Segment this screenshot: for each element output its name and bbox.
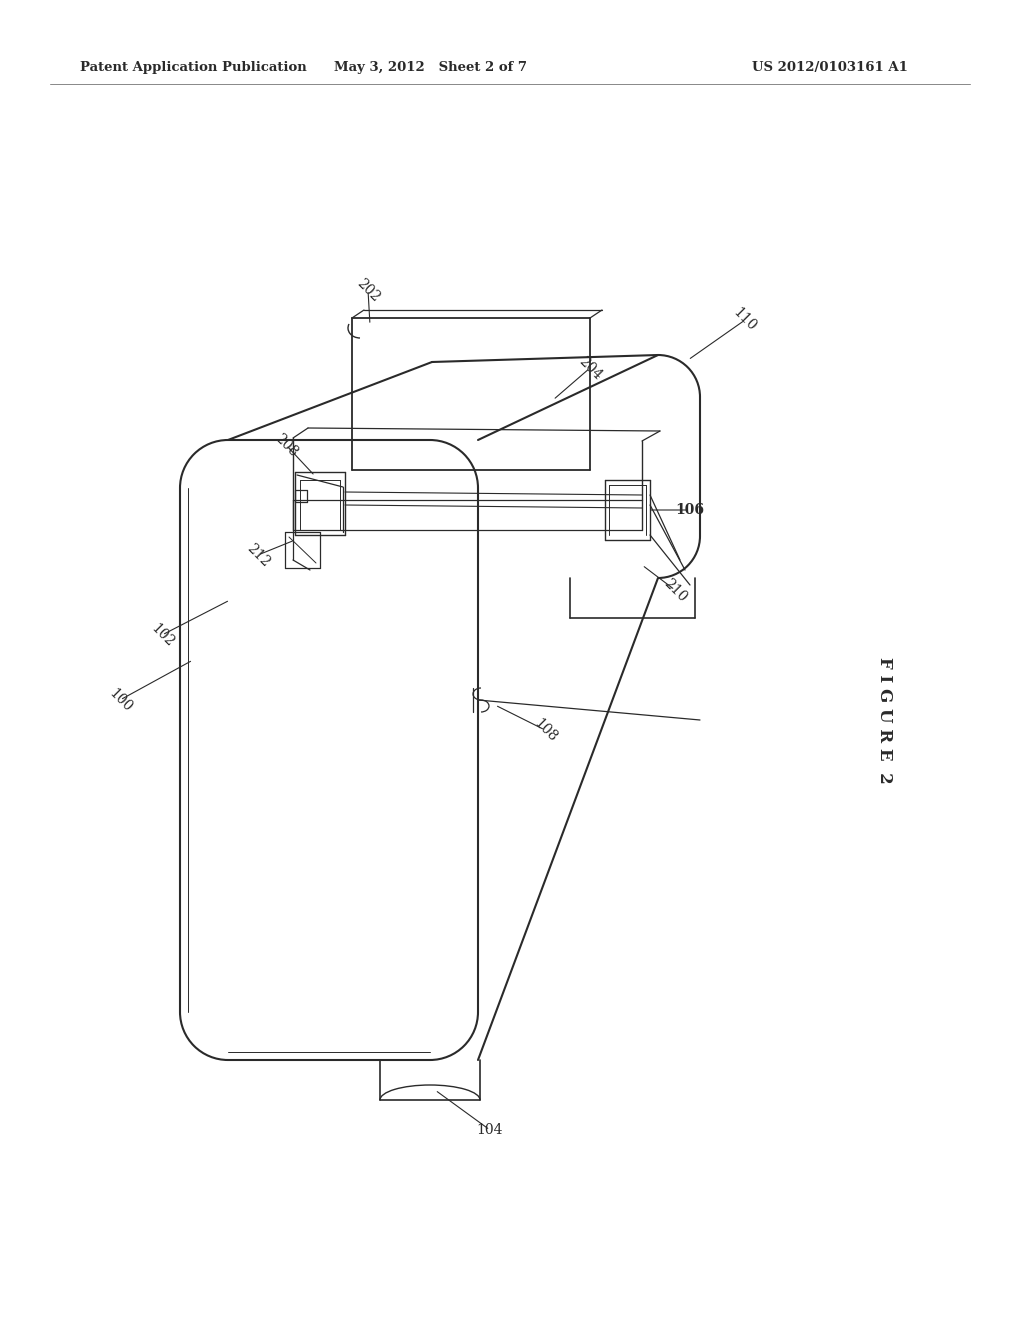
Text: 204: 204	[575, 354, 604, 383]
Text: 110: 110	[731, 306, 760, 334]
Text: May 3, 2012   Sheet 2 of 7: May 3, 2012 Sheet 2 of 7	[334, 62, 526, 74]
Text: 212: 212	[244, 541, 272, 569]
Text: 102: 102	[147, 620, 176, 649]
Text: 100: 100	[105, 685, 134, 714]
Text: 106: 106	[676, 503, 705, 517]
Text: 208: 208	[271, 430, 300, 459]
Text: 108: 108	[530, 715, 559, 744]
Text: US 2012/0103161 A1: US 2012/0103161 A1	[752, 62, 908, 74]
Text: Patent Application Publication: Patent Application Publication	[80, 62, 307, 74]
Text: 202: 202	[353, 276, 382, 304]
Text: 104: 104	[477, 1123, 503, 1137]
Text: 210: 210	[660, 576, 689, 605]
Text: F I G U R E  2: F I G U R E 2	[877, 656, 894, 783]
